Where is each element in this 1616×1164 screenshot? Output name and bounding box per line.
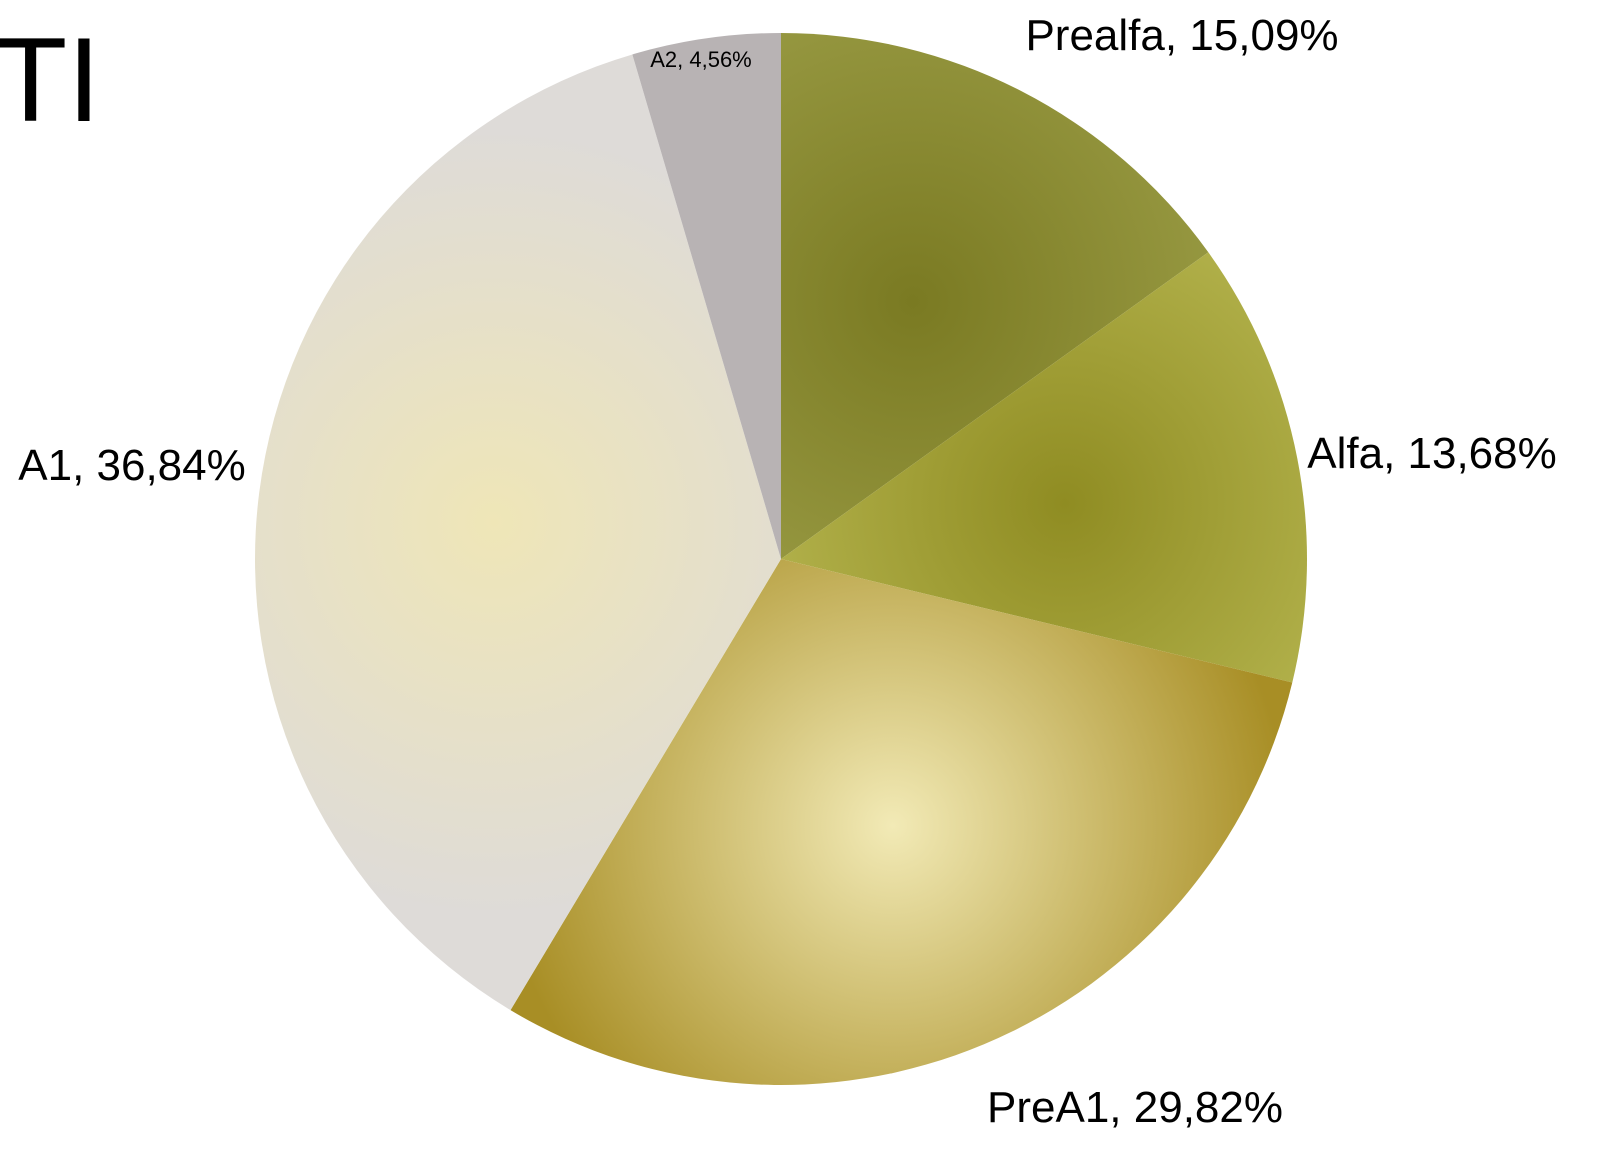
slice-label-prea1: PreA1, 29,82%	[987, 1083, 1283, 1132]
pie-slice-prealfa	[781, 33, 1209, 559]
slice-label-a2: A2, 4,56%	[650, 47, 752, 72]
pie-slice-prea1	[510, 559, 1293, 1085]
title-fragment: TI	[0, 13, 101, 147]
slice-label-prealfa: Prealfa, 15,09%	[1025, 11, 1338, 60]
pie-slices	[254, 33, 1307, 1085]
pie-slice-alfa	[781, 252, 1307, 683]
pie-slice-a1	[254, 54, 781, 1011]
pie-labels: Prealfa, 15,09% Alfa, 13,68% PreA1, 29,82%…	[18, 11, 1557, 1132]
slice-label-a1: A1, 36,84%	[18, 441, 246, 490]
pie-slice-a2	[632, 33, 781, 559]
slice-label-alfa: Alfa, 13,68%	[1307, 429, 1557, 478]
